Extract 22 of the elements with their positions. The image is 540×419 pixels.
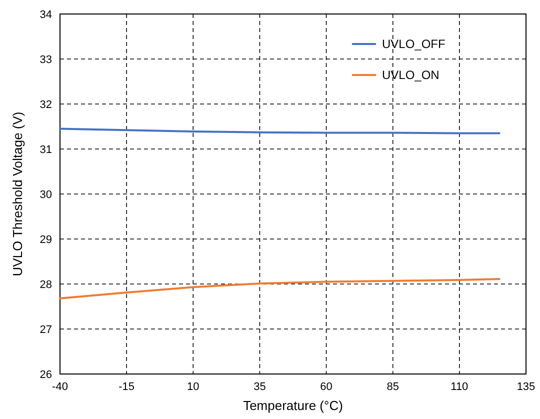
x-tick-label: 35 (254, 381, 266, 393)
x-tick-label: -15 (118, 381, 135, 393)
legend-label: UVLO_OFF (382, 37, 446, 51)
x-tick-label: 10 (187, 381, 200, 393)
line-series (59, 278, 500, 300)
x-axis-title: Temperature (°C) (243, 398, 343, 413)
y-tick-label: 30 (40, 189, 52, 201)
y-tick-label: 31 (40, 144, 52, 156)
x-tick-label: 135 (516, 381, 536, 393)
x-tick-label: 60 (320, 381, 332, 393)
y-tick-label: 34 (40, 9, 52, 21)
x-tick-label: 110 (450, 381, 468, 393)
y-tick-label: 29 (40, 234, 52, 246)
y-tick-label: 32 (40, 99, 52, 111)
y-tick-label: 28 (40, 279, 52, 291)
y-axis-title: UVLO Threshold Voltage (V) (10, 112, 25, 276)
legend-label: UVLO_ON (382, 68, 440, 82)
y-tick-label: 33 (40, 54, 52, 66)
y-tick-label: 27 (40, 324, 52, 336)
x-tick-label: -40 (52, 381, 68, 393)
x-tick-label: 85 (386, 381, 399, 393)
y-tick-label: 26 (40, 369, 52, 381)
